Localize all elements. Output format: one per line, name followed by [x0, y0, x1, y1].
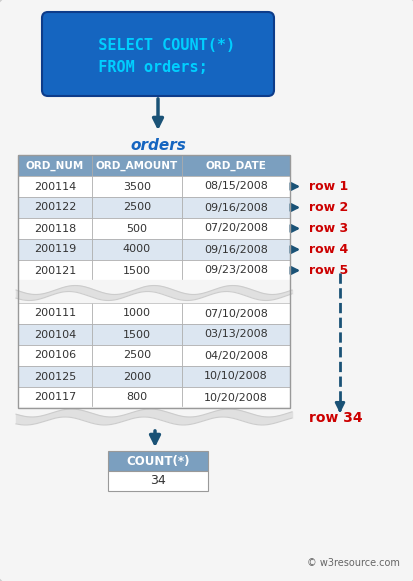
Text: 200121: 200121 — [34, 266, 76, 275]
Text: 10/20/2008: 10/20/2008 — [204, 393, 267, 403]
Bar — [182, 155, 289, 176]
Bar — [182, 303, 289, 324]
Text: 2500: 2500 — [123, 350, 151, 360]
Text: row 2: row 2 — [308, 201, 347, 214]
Text: 34: 34 — [150, 475, 166, 487]
Text: 07/20/2008: 07/20/2008 — [204, 224, 267, 234]
Bar — [182, 324, 289, 345]
Text: ORD_DATE: ORD_DATE — [205, 160, 266, 171]
Text: row 34: row 34 — [308, 411, 362, 425]
Bar — [92, 366, 182, 387]
Text: 09/16/2008: 09/16/2008 — [204, 245, 267, 254]
Bar — [92, 345, 182, 366]
Text: 2000: 2000 — [123, 371, 151, 382]
Bar — [18, 155, 92, 176]
Text: 200114: 200114 — [34, 181, 76, 192]
Bar — [182, 176, 289, 197]
Text: 1500: 1500 — [123, 329, 151, 339]
Bar — [182, 366, 289, 387]
Text: row 4: row 4 — [308, 243, 347, 256]
Text: © w3resource.com: © w3resource.com — [306, 558, 399, 568]
Bar — [18, 387, 92, 408]
Bar — [92, 324, 182, 345]
Text: row 1: row 1 — [308, 180, 347, 193]
Text: row 3: row 3 — [308, 222, 347, 235]
Text: 04/20/2008: 04/20/2008 — [204, 350, 267, 360]
Bar — [92, 303, 182, 324]
Bar — [92, 218, 182, 239]
Bar — [18, 366, 92, 387]
Text: 200119: 200119 — [34, 245, 76, 254]
Bar — [18, 239, 92, 260]
Text: SELECT COUNT(*): SELECT COUNT(*) — [80, 38, 235, 53]
Bar — [92, 387, 182, 408]
Text: 500: 500 — [126, 224, 147, 234]
Bar — [108, 451, 207, 471]
Bar — [18, 345, 92, 366]
Bar — [182, 281, 289, 301]
Text: 200118: 200118 — [34, 224, 76, 234]
Text: ORD_AMOUNT: ORD_AMOUNT — [96, 160, 178, 171]
Bar — [18, 155, 289, 408]
Text: 200117: 200117 — [34, 393, 76, 403]
Bar — [182, 387, 289, 408]
Text: ORD_NUM: ORD_NUM — [26, 160, 84, 171]
Bar — [18, 281, 92, 301]
Bar — [18, 176, 92, 197]
Bar — [182, 345, 289, 366]
Text: 1500: 1500 — [123, 266, 151, 275]
Text: COUNT(*): COUNT(*) — [126, 454, 189, 468]
Bar — [18, 303, 92, 324]
Bar — [18, 324, 92, 345]
Text: 200106: 200106 — [34, 350, 76, 360]
Bar — [182, 218, 289, 239]
Text: 09/16/2008: 09/16/2008 — [204, 203, 267, 213]
Text: 2500: 2500 — [123, 286, 151, 296]
Text: 1000: 1000 — [123, 309, 151, 318]
Text: 200130: 200130 — [34, 286, 76, 296]
Bar — [92, 281, 182, 301]
Text: 3500: 3500 — [123, 181, 151, 192]
Text: 2500: 2500 — [123, 203, 151, 213]
Text: 200111: 200111 — [34, 309, 76, 318]
Text: orders: orders — [130, 138, 185, 153]
Text: row 5: row 5 — [308, 264, 347, 277]
FancyBboxPatch shape — [42, 12, 273, 96]
Text: 09/23/2008: 09/23/2008 — [204, 266, 267, 275]
Bar — [182, 239, 289, 260]
Text: 10/10/2008: 10/10/2008 — [204, 371, 267, 382]
Text: 200104: 200104 — [34, 329, 76, 339]
Bar — [92, 197, 182, 218]
Bar — [182, 197, 289, 218]
Text: 08/15/2008: 08/15/2008 — [204, 181, 267, 192]
Bar — [92, 239, 182, 260]
Text: 07/10/2008: 07/10/2008 — [204, 309, 267, 318]
Text: 200125: 200125 — [34, 371, 76, 382]
Bar — [92, 260, 182, 281]
Bar — [18, 260, 92, 281]
Text: 200122: 200122 — [34, 203, 76, 213]
Bar — [18, 197, 92, 218]
Text: 03/13/2008: 03/13/2008 — [204, 329, 267, 339]
Bar — [92, 155, 182, 176]
Text: 4000: 4000 — [123, 245, 151, 254]
Bar — [18, 218, 92, 239]
Bar — [108, 471, 207, 491]
Bar — [92, 176, 182, 197]
Text: FROM orders;: FROM orders; — [80, 60, 207, 76]
Text: 800: 800 — [126, 393, 147, 403]
Bar — [182, 260, 289, 281]
